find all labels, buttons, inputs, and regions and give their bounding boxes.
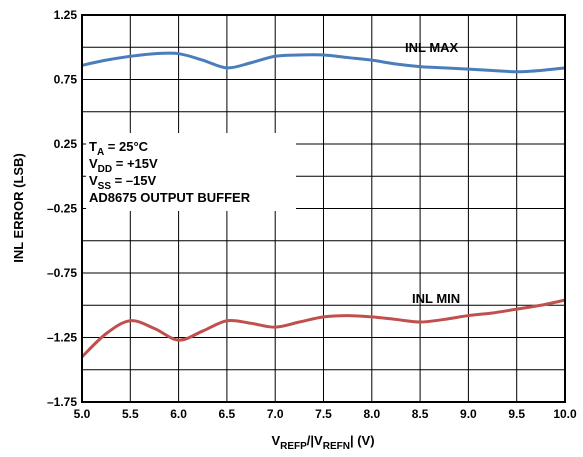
x-tick-label: 5.5 [122,407,139,421]
y-tick-label: –0.75 [47,266,77,280]
ann-vdd-sub: DD [98,164,112,175]
series-line-inl-max [81,51,566,74]
y-tick-label: 0.75 [54,73,78,87]
x-tick-label: 8.0 [363,407,380,421]
conditions-annotation: TA = 25°C VDD = +15V VSS = –15V AD8675 O… [89,139,251,205]
x-tick-label: 7.5 [315,407,332,421]
grid [82,15,565,402]
x-tick-label: 5.0 [74,407,91,421]
series-layer [80,51,566,358]
x-title-main: V [271,433,280,448]
ann-vdd-tail: = +15V [112,156,158,171]
y-tick-label: 0.25 [54,137,78,151]
x-title-mid: /|V [307,433,323,448]
plot-frame [81,14,566,403]
x-tick-label: 8.5 [412,407,429,421]
ann-vdd-main: V [89,156,98,171]
annotation-line-ta: TA = 25°C [89,139,149,158]
x-tick-label: 7.0 [267,407,284,421]
x-tick-label: 10.0 [553,407,577,421]
y-tick-label: –0.25 [47,202,77,216]
x-title-tail: | (V) [350,433,375,448]
x-tick-label: 9.0 [460,407,477,421]
y-tick-labels: 1.25 0.75 0.25 –0.25 –0.75 –1.25 –1.75 [47,8,77,409]
x-tick-label: 6.0 [170,407,187,421]
y-tick-label: 1.25 [54,8,78,22]
ann-vss-tail: = –15V [111,173,157,188]
annotation-line-vdd: VDD = +15V [89,156,158,175]
x-axis-title: VREFP/|VREFN| (V) [271,433,374,452]
x-title-sub2: REFN [323,441,350,452]
series-line-inl-min [80,298,566,358]
x-tick-label: 9.5 [508,407,525,421]
annotation-line-vss: VSS = –15V [89,173,157,192]
series-label-inl-min: INL MIN [412,291,460,306]
annotation-line-buffer: AD8675 OUTPUT BUFFER [89,190,251,205]
x-tick-labels: 5.0 5.5 6.0 6.5 7.0 7.5 8.0 8.5 9.0 9.5 10.0 [74,407,577,421]
y-tick-label: –1.75 [47,395,77,409]
y-tick-label: –1.25 [47,331,77,345]
series-label-inl-max: INL MAX [405,40,459,55]
x-tick-label: 6.5 [219,407,236,421]
y-axis-title: INL ERROR (LSB) [11,153,26,263]
annotation-background [86,133,296,211]
ann-ta-sub: A [97,147,104,158]
ann-ta-tail: = 25°C [104,139,148,154]
x-title-sub1: REFP [280,441,307,452]
ann-vss-main: V [89,173,98,188]
ann-ta-main: T [89,139,97,154]
ann-vss-sub: SS [98,181,112,192]
